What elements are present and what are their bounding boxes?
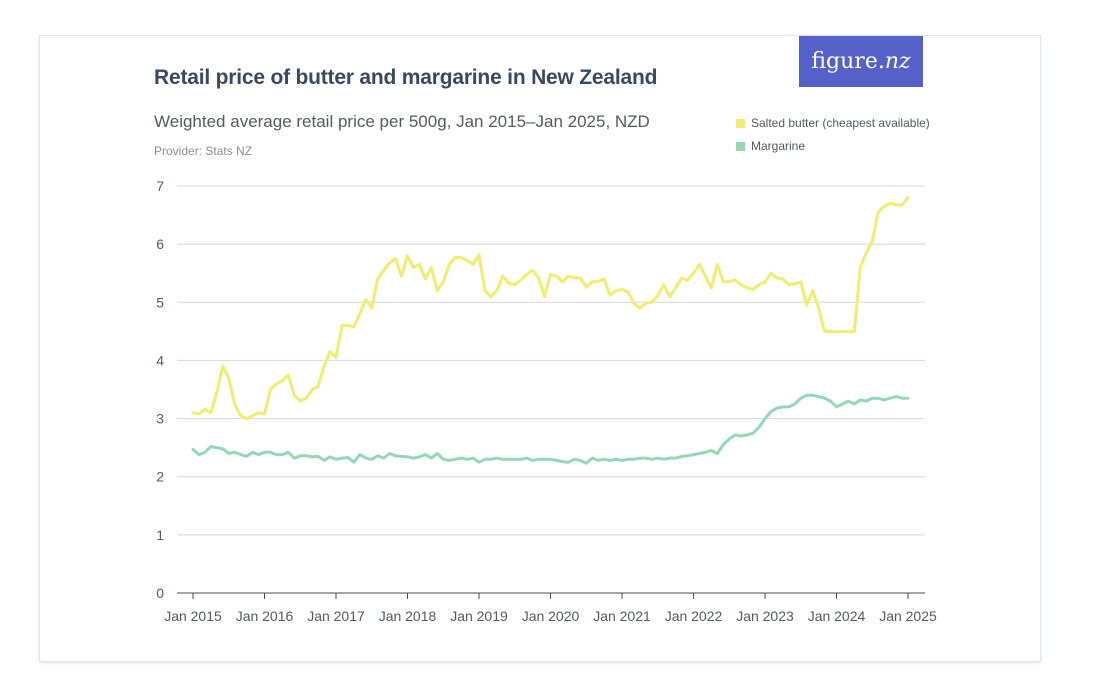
chart-subtitle: Weighted average retail price per 500g, … (154, 112, 650, 131)
y-tick-label: 1 (156, 527, 164, 543)
y-axis-labels: 0 1 2 3 4 5 6 7 (156, 178, 164, 601)
series-line-margarine[interactable] (191, 393, 910, 465)
x-tick-label: Jan 2017 (307, 608, 365, 624)
y-tick-label: 4 (156, 352, 164, 368)
x-tick-label: Jan 2016 (236, 608, 294, 624)
legend-label-margarine: Margarine (751, 139, 806, 153)
legend-item-butter[interactable]: Salted butter (cheapest available) (736, 112, 930, 134)
logo-text-b: nz (884, 49, 911, 74)
chart-legend: Salted butter (cheapest available) Marga… (736, 112, 930, 158)
x-tick-label: Jan 2024 (808, 608, 866, 624)
y-tick-label: 2 (156, 469, 164, 485)
legend-item-margarine[interactable]: Margarine (736, 135, 930, 157)
grid-lines (177, 185, 925, 536)
x-tick-label: Jan 2015 (164, 608, 222, 624)
x-tick-label: Jan 2018 (379, 608, 437, 624)
logo-text-a: figure. (811, 49, 885, 74)
series-lines (191, 196, 910, 465)
provider-label: Provider: Stats NZ (154, 144, 253, 158)
x-tick-label: Jan 2020 (522, 608, 580, 624)
x-tick-label: Jan 2022 (665, 608, 723, 624)
x-tick-label: Jan 2025 (879, 608, 937, 624)
page-title: Retail price of butter and margarine in … (154, 66, 658, 89)
y-tick-label: 0 (156, 585, 164, 601)
legend-label-butter: Salted butter (cheapest available) (751, 116, 930, 130)
x-tick-label: Jan 2019 (450, 608, 508, 624)
y-tick-label: 7 (156, 178, 164, 194)
x-tick-label: Jan 2021 (593, 608, 651, 624)
figure-nz-logo[interactable]: figure. nz (799, 36, 923, 87)
y-tick-label: 3 (156, 411, 164, 427)
y-tick-label: 6 (156, 236, 164, 252)
legend-swatch-butter (736, 118, 745, 128)
series-line-butter[interactable] (191, 196, 910, 421)
x-axis: Jan 2015 Jan 2016 Jan 2017 Jan 2018 Jan 2019… (164, 592, 937, 624)
legend-swatch-margarine (736, 141, 745, 151)
chart-card: Retail price of butter and margarine in … (40, 36, 1040, 661)
x-tick-label: Jan 2023 (736, 608, 794, 624)
y-tick-label: 5 (156, 294, 164, 310)
